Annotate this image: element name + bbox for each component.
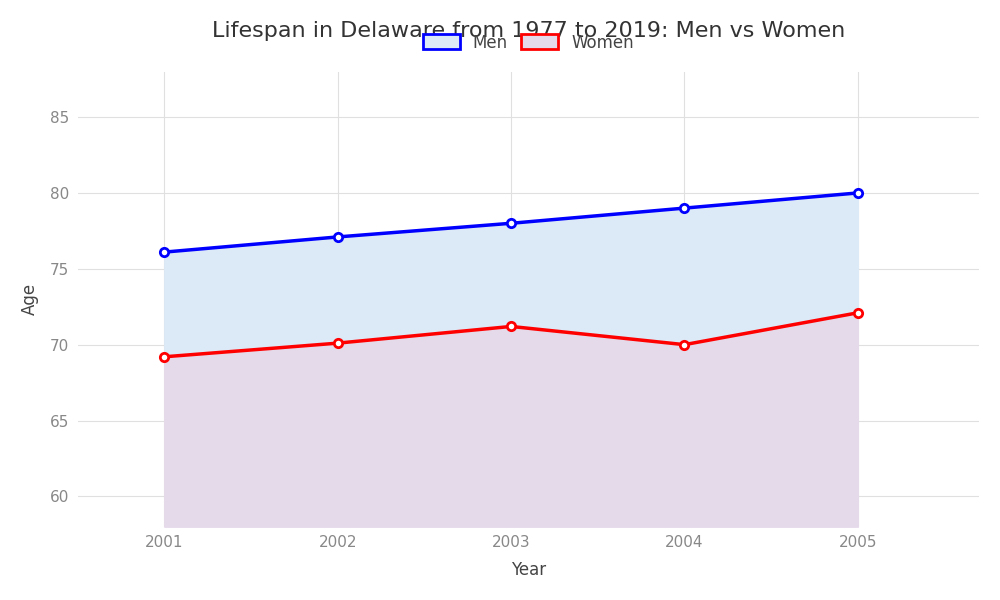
- Legend: Men, Women: Men, Women: [415, 25, 642, 60]
- Y-axis label: Age: Age: [21, 283, 39, 315]
- Title: Lifespan in Delaware from 1977 to 2019: Men vs Women: Lifespan in Delaware from 1977 to 2019: …: [212, 21, 845, 41]
- X-axis label: Year: Year: [511, 561, 546, 579]
